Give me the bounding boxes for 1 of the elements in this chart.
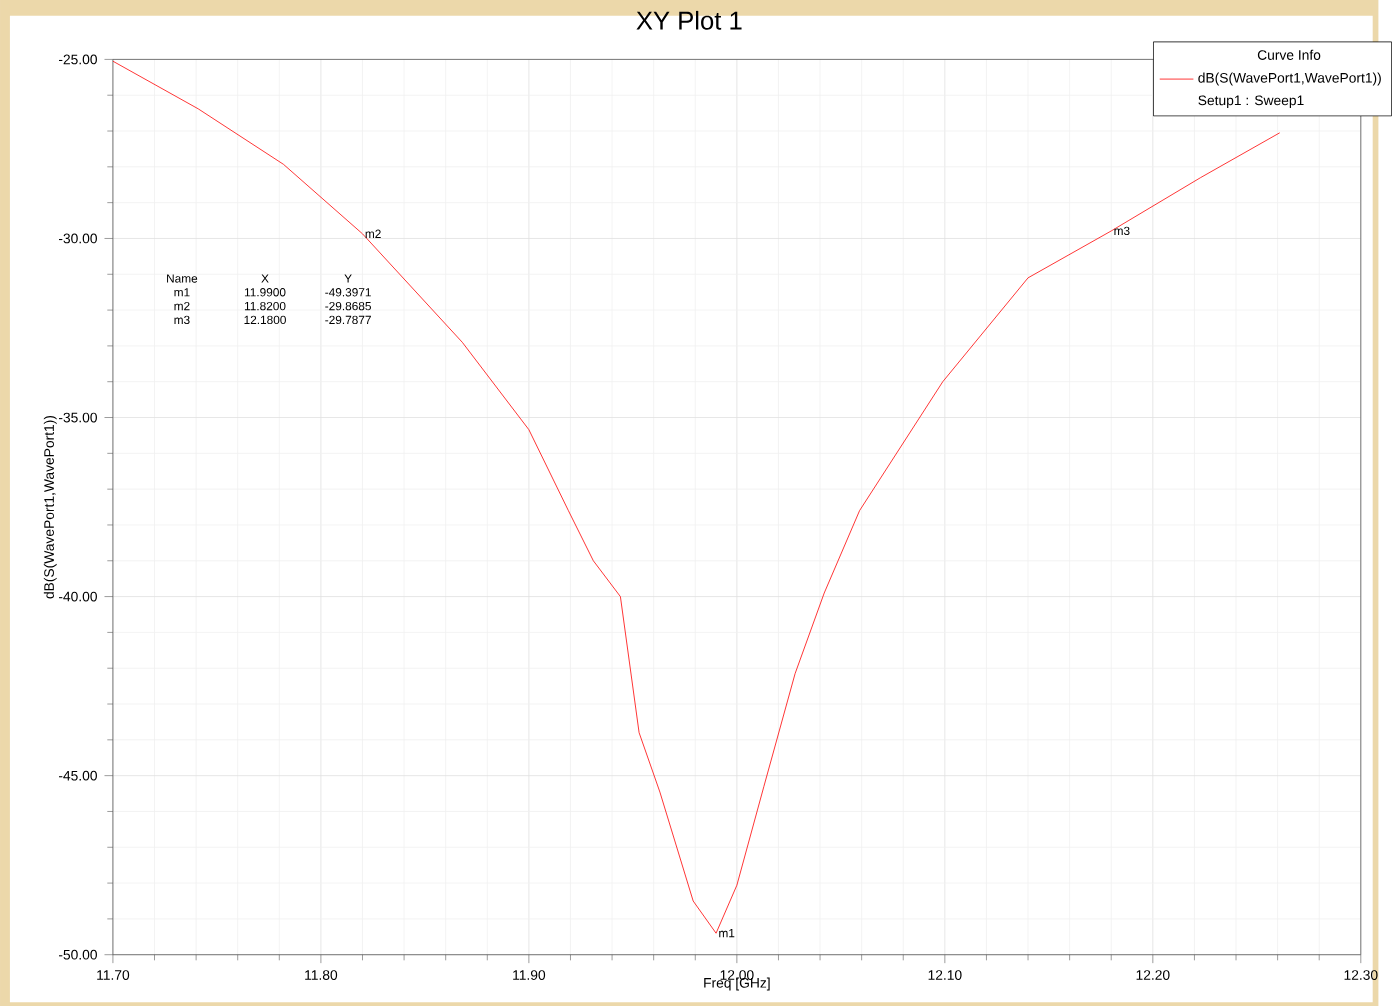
chart-title: XY Plot 1 (636, 10, 742, 30)
